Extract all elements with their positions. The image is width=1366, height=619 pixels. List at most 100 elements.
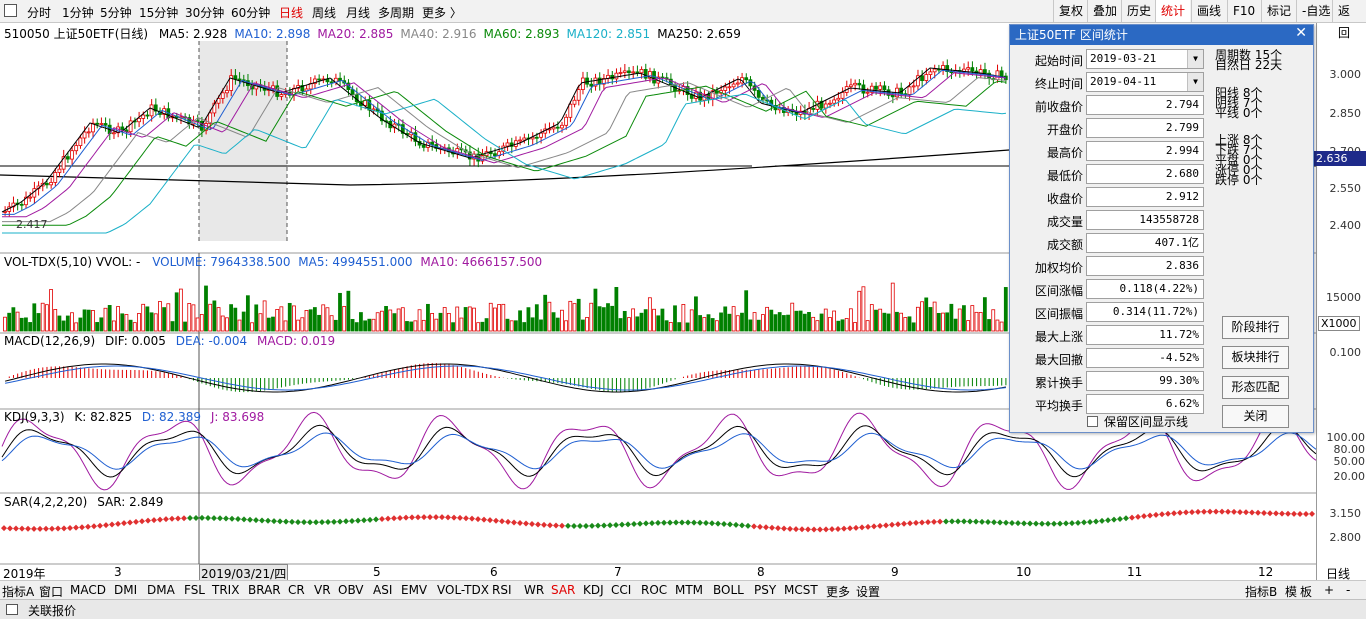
period-intraday[interactable]: 分时 [27,6,52,20]
kdj-tick: 50.00 [1333,455,1366,468]
sar-dot [613,521,619,528]
sar-dot [1057,520,1063,527]
sar-dot [487,517,493,524]
volume-bar [212,300,217,332]
chevron-down-icon[interactable]: ▼ [1187,73,1203,91]
indicator-tab[interactable]: 指标A [2,585,35,599]
period-multi[interactable]: 多周期 [378,6,415,20]
indicator-tab[interactable]: FSL [184,583,205,597]
volume-bar [388,309,393,332]
indicator-right-tab[interactable]: 模 [1285,585,1298,599]
indicator-tab[interactable]: RSI [492,583,512,597]
stat-row-label: 开盘价 [1046,123,1083,137]
indicator-right-tab[interactable]: - [1346,583,1351,597]
candle [748,76,753,90]
indicator-tab[interactable]: 更多 [826,585,851,599]
start-date-picker[interactable]: 2019-03-21 ▼ [1086,49,1204,69]
indicator-tab[interactable]: CR [288,583,305,597]
stage-ranking-button[interactable]: 阶段排行 [1222,316,1289,339]
sar-dot [1225,508,1231,515]
period-15min[interactable]: 15分钟 [139,6,179,20]
statistics-button[interactable]: 统计 [1155,0,1191,22]
volume-bar [773,314,778,332]
volume-bar [987,319,991,332]
volume-bar [149,312,154,332]
mark-button[interactable]: 标记 [1261,0,1296,22]
indicator-tab[interactable]: TRIX [212,583,240,597]
indicator-tab[interactable]: DMA [147,583,175,597]
period-more[interactable]: 更多 〉 [422,6,462,20]
ma-legend-item: MA60: 2.893 [483,27,560,41]
sar-dot [505,518,511,525]
sar-dot [1015,520,1021,527]
adjust-button[interactable]: 复权 [1053,0,1088,22]
keep-range-checkbox[interactable] [1087,416,1098,427]
overlay-button[interactable]: 叠加 [1087,0,1122,22]
volume-bar [3,316,7,332]
volume-bar [727,313,732,332]
volume-bar [995,319,1000,332]
indicator-right-tab[interactable]: 板 [1300,585,1313,599]
close-button[interactable]: 关闭 [1222,405,1289,428]
sar-dot [493,517,499,524]
period-monthly[interactable]: 月线 [346,6,371,20]
indicator-tab[interactable]: OBV [338,583,364,597]
stat-row-value: 2.794 [1086,95,1204,115]
sar-dot [637,520,643,527]
period-1min[interactable]: 1分钟 [62,6,94,20]
indicator-tab[interactable]: SAR [551,583,576,597]
linked-quotes-label[interactable]: 关联报价 [28,604,77,618]
indicator-tab[interactable]: EMV [401,583,428,597]
sar-dot [217,515,223,522]
indicator-tab[interactable]: DMI [114,583,138,597]
indicator-right-tab[interactable]: 指标B [1245,585,1278,599]
period-30min[interactable]: 30分钟 [185,6,225,20]
period-5min[interactable]: 5分钟 [100,6,132,20]
period-60min[interactable]: 60分钟 [231,6,271,20]
draw-line-button[interactable]: 画线 [1191,0,1226,22]
indicator-tab[interactable]: VOL-TDX [437,583,489,597]
indicator-tab[interactable]: MTM [675,583,704,597]
indicator-tab[interactable]: VR [314,583,331,597]
history-button[interactable]: 历史 [1121,0,1156,22]
menu-icon[interactable] [4,4,17,17]
sar-dot [475,516,481,523]
indicator-right-tab[interactable]: + [1324,583,1335,597]
indicator-tab[interactable]: BOLL [713,583,744,597]
sar-dot [1075,519,1081,526]
sar-dot [403,514,409,521]
volume-bar [245,295,250,332]
sector-ranking-button[interactable]: 板块排行 [1222,346,1289,369]
sar-dot [961,518,967,525]
candle [643,63,648,82]
sar-dot [349,517,355,524]
f10-button[interactable]: F10 [1227,0,1260,22]
back-button[interactable]: 返回 [1332,0,1366,40]
period-weekly[interactable]: 周线 [312,6,337,20]
indicator-tab[interactable]: WR [524,583,545,597]
indicator-tab[interactable]: 窗口 [39,585,64,599]
period-daily[interactable]: 日线 [279,6,304,20]
end-date-picker[interactable]: 2019-04-11 ▼ [1086,72,1204,92]
sar-dot [331,518,337,525]
volume-bar [421,319,426,332]
close-icon[interactable]: ✕ [1295,25,1307,41]
pattern-match-button[interactable]: 形态匹配 [1222,376,1289,399]
remove-watchlist-button[interactable]: -自选 [1296,0,1335,22]
indicator-tab[interactable]: MCST [784,583,818,597]
indicator-tab[interactable]: ROC [641,583,668,597]
candle [945,59,950,78]
chevron-down-icon[interactable]: ▼ [1187,50,1203,68]
indicator-tab[interactable]: CCI [611,583,632,597]
indicator-tab[interactable]: MACD [70,583,106,597]
quote-panel-icon[interactable] [6,604,18,615]
keep-range-label[interactable]: 保留区间显示线 [1104,415,1189,429]
indicator-tab[interactable]: ASI [373,583,393,597]
ma-line [2,72,1007,218]
sar-dot [817,526,823,533]
indicator-tab[interactable]: BRAR [248,583,281,597]
indicator-tab[interactable]: KDJ [583,583,604,597]
time-label: 8 [757,565,765,579]
indicator-tab[interactable]: 设置 [856,585,881,599]
indicator-tab[interactable]: PSY [754,583,777,597]
